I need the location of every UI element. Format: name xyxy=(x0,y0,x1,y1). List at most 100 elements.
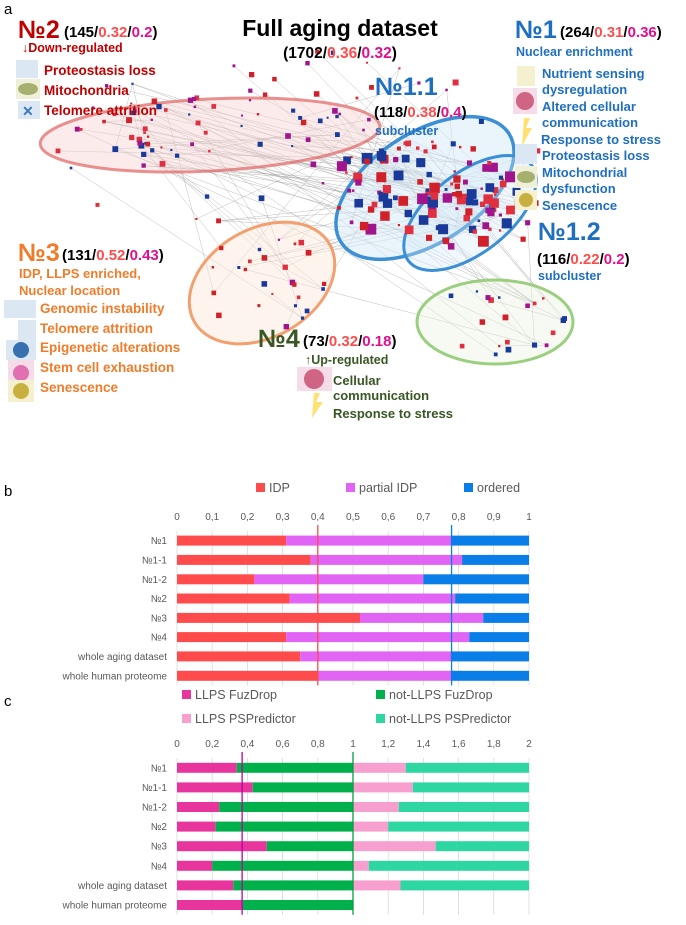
network-node xyxy=(79,128,83,131)
network-node xyxy=(416,146,420,150)
network-node xyxy=(305,249,312,256)
bar-segment xyxy=(219,802,353,812)
network-node xyxy=(499,180,507,188)
bar-segment xyxy=(215,821,353,832)
network-node xyxy=(190,142,194,147)
network-edge xyxy=(139,143,222,249)
network-node xyxy=(453,170,456,173)
cluster-1-2-note: subcluster xyxy=(538,269,601,283)
bar-segment xyxy=(483,612,529,623)
network-node xyxy=(438,224,449,235)
network-node xyxy=(291,145,294,148)
panel-label-c: c xyxy=(4,693,12,710)
network-node xyxy=(404,225,414,235)
bar-segment xyxy=(286,535,452,546)
x-tick-label: 0,1 xyxy=(205,512,219,523)
network-edge xyxy=(115,83,133,150)
network-edge xyxy=(77,128,547,346)
network-edge xyxy=(143,154,340,209)
bar-segment xyxy=(236,762,353,773)
network-node xyxy=(442,237,450,245)
network-node xyxy=(459,343,465,349)
network-node xyxy=(393,195,398,201)
bar-segment xyxy=(177,574,255,585)
network-node xyxy=(102,119,106,124)
chromosome-icon xyxy=(18,320,36,340)
x-tick-label: 1,6 xyxy=(452,739,466,750)
legend-swatch xyxy=(376,690,385,699)
network-node xyxy=(505,171,516,183)
network-node xyxy=(505,339,510,345)
dna-icon xyxy=(4,300,36,318)
cluster-4-item: Response to stress xyxy=(333,406,453,421)
network-node xyxy=(425,189,431,196)
cluster-1-1-stats: (118/0.38/0.4) xyxy=(374,104,467,121)
proteostasis-icon xyxy=(16,60,38,78)
network-node xyxy=(355,179,362,186)
network-edge xyxy=(278,190,350,241)
network-node xyxy=(470,146,476,152)
network-node xyxy=(488,297,494,303)
bar-segment xyxy=(400,880,529,891)
network-node xyxy=(112,146,119,152)
network-node xyxy=(404,209,412,218)
bar-segment xyxy=(177,841,267,852)
network-node xyxy=(447,243,455,250)
network-node xyxy=(478,119,484,124)
cluster-3-label: №3 (131/0.52/0.43) IDP, LLPS enriched, N… xyxy=(4,239,180,402)
network-node xyxy=(477,219,481,222)
network-node xyxy=(131,110,136,116)
cluster-1-item: Response to stress xyxy=(541,132,661,147)
cluster-4-name: №4 xyxy=(258,325,300,353)
legend-swatch xyxy=(256,483,265,492)
bar-segment xyxy=(398,802,529,812)
network-node xyxy=(450,141,456,147)
network-node xyxy=(105,84,109,88)
cluster-1-item: dysregulation xyxy=(542,82,627,97)
network-node xyxy=(262,92,268,97)
network-node xyxy=(483,194,493,204)
bar-segment xyxy=(252,782,353,793)
cluster-3-stats: (131/0.52/0.43) xyxy=(62,247,164,264)
cluster-1-name: №1 xyxy=(515,16,557,44)
network-node xyxy=(95,202,100,207)
network-edge xyxy=(285,297,299,327)
network-node xyxy=(416,158,426,168)
network-edge xyxy=(143,165,359,183)
x-tick-label: 2 xyxy=(526,739,532,750)
cluster-1-2-stats: (116/0.22/0.2) xyxy=(537,251,630,268)
network-node xyxy=(478,235,489,247)
svg-text:✕: ✕ xyxy=(22,103,34,119)
network-node xyxy=(498,296,501,299)
network-node xyxy=(371,201,378,208)
network-node xyxy=(488,162,498,172)
network-node xyxy=(293,304,297,308)
cluster-2-item: Proteostasis loss xyxy=(44,63,156,78)
network-node xyxy=(498,213,502,217)
network-node xyxy=(442,193,453,203)
network-node xyxy=(136,136,143,143)
network-node xyxy=(347,188,352,193)
category-label: №4 xyxy=(151,633,168,644)
network-node xyxy=(248,88,253,93)
network-node xyxy=(455,191,462,198)
network-node xyxy=(349,220,354,225)
network-node xyxy=(204,194,210,199)
network-edge xyxy=(264,257,324,290)
network-node xyxy=(351,189,355,192)
category-label: whole human proteome xyxy=(61,901,167,912)
cluster-1-item: dysfunction xyxy=(542,181,616,196)
network-node xyxy=(91,106,95,110)
network-node xyxy=(74,126,80,132)
bar-segment xyxy=(177,900,243,910)
network-node xyxy=(211,290,217,296)
network-node xyxy=(261,281,268,287)
network-node xyxy=(448,293,454,299)
bar-segment xyxy=(405,762,529,773)
network-edge xyxy=(158,106,342,167)
network-node xyxy=(393,157,399,163)
network-node xyxy=(396,146,401,151)
network-node xyxy=(126,117,132,124)
bar-segment xyxy=(177,880,234,891)
network-node xyxy=(505,346,512,353)
